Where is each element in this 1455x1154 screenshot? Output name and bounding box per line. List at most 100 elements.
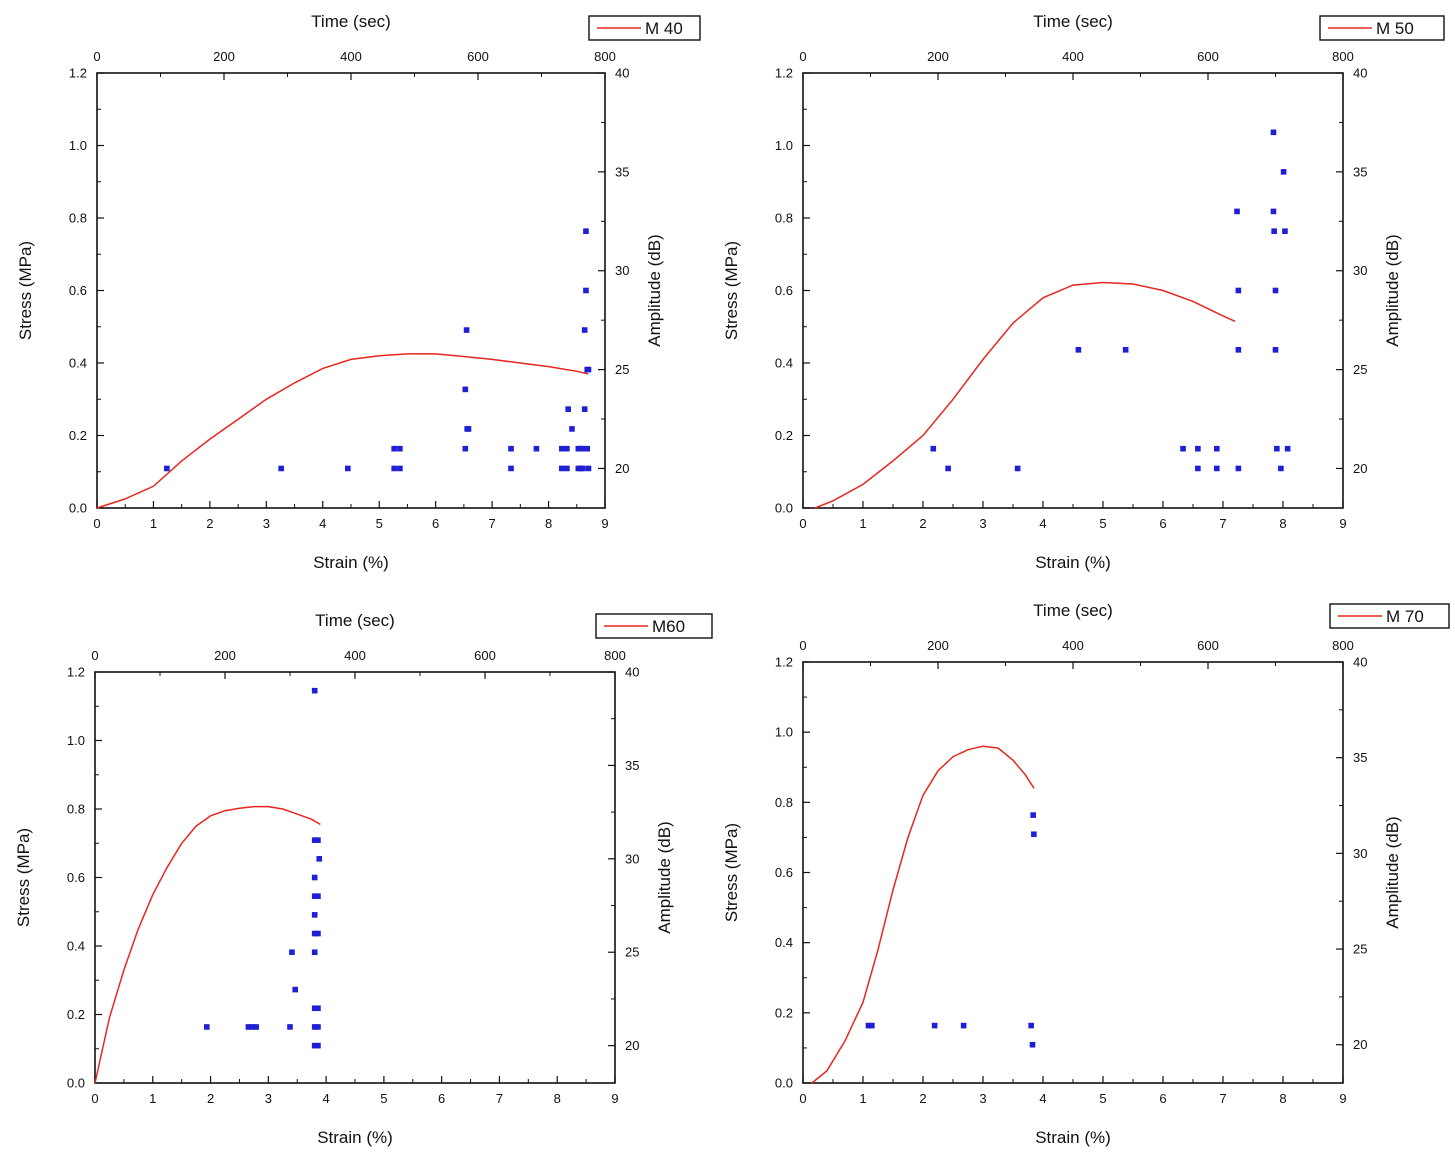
amplitude-point bbox=[1272, 287, 1279, 294]
amplitude-point bbox=[869, 1022, 875, 1029]
y2-tick-label: 20 bbox=[615, 461, 629, 476]
amplitude-point bbox=[1180, 445, 1186, 452]
y2-tick-label: 30 bbox=[625, 851, 639, 866]
y2-tick-label: 25 bbox=[1353, 362, 1367, 377]
chart-panel-3: 0 1 2 3 4 5 6 7 8 9 0.0 0.2 0.4 0.6 0.8 1.0 1.2 0 200 400 60… bbox=[14, 611, 713, 1147]
amplitude-point bbox=[287, 1024, 293, 1030]
amplitude-point bbox=[315, 930, 321, 937]
x2-tick-label: 800 bbox=[1332, 638, 1354, 653]
y-tick-label: 0.4 bbox=[69, 356, 87, 371]
plot-frame bbox=[802, 661, 1344, 1084]
y-tick-label: 0.2 bbox=[69, 428, 87, 443]
amplitude-point bbox=[1029, 1041, 1036, 1048]
amplitude-point bbox=[462, 445, 469, 452]
y-tick-label: 1.0 bbox=[775, 138, 793, 153]
x-tick-label: 8 bbox=[1279, 516, 1286, 531]
y2-axis-title: Amplitude (dB) bbox=[655, 821, 674, 933]
x2-tick-label: 600 bbox=[1197, 49, 1219, 64]
amplitude-point bbox=[311, 1024, 318, 1030]
x-tick-label: 5 bbox=[1099, 516, 1106, 531]
x-tick-label: 8 bbox=[545, 516, 552, 531]
y2-tick-label: 35 bbox=[625, 758, 639, 773]
x2-tick-label: 200 bbox=[213, 49, 235, 64]
x-tick-label: 7 bbox=[1219, 516, 1226, 531]
x2-tick-label: 400 bbox=[344, 648, 366, 663]
x-tick-label: 0 bbox=[93, 516, 100, 531]
amplitude-point bbox=[1282, 228, 1288, 234]
amplitude-point bbox=[1031, 831, 1037, 838]
amplitude-point bbox=[1213, 445, 1220, 452]
x2-tick-label: 0 bbox=[799, 49, 806, 64]
amplitude-point bbox=[463, 327, 470, 333]
amplitude-point bbox=[292, 986, 298, 993]
y2-tick-label: 25 bbox=[625, 945, 639, 960]
x-axis-title: Strain (%) bbox=[313, 553, 389, 572]
amplitude-point bbox=[865, 1022, 872, 1029]
x-tick-label: 5 bbox=[380, 1091, 387, 1106]
amplitude-point bbox=[960, 1022, 967, 1029]
x2-tick-label: 400 bbox=[340, 49, 362, 64]
y-tick-label: 0.2 bbox=[775, 1005, 793, 1020]
x-tick-label: 6 bbox=[438, 1091, 445, 1106]
stress-series-line bbox=[94, 805, 321, 1084]
y2-tick-label: 40 bbox=[625, 665, 639, 680]
x-tick-label: 4 bbox=[1039, 516, 1046, 531]
amplitude-point bbox=[508, 445, 514, 452]
stress-series-line bbox=[96, 353, 589, 509]
y-tick-label: 1.2 bbox=[775, 66, 793, 81]
y-tick-label: 0.8 bbox=[775, 211, 793, 226]
x-tick-label: 8 bbox=[554, 1091, 561, 1106]
y-tick-label: 0.4 bbox=[775, 935, 793, 950]
y2-tick-label: 20 bbox=[1353, 461, 1367, 476]
x-tick-label: 7 bbox=[488, 516, 495, 531]
amplitude-point bbox=[585, 366, 592, 373]
stress-series-line bbox=[814, 281, 1236, 509]
amplitude-point bbox=[391, 465, 397, 472]
y2-tick-label: 40 bbox=[1353, 655, 1367, 670]
y-tick-label: 0.6 bbox=[67, 870, 85, 885]
x2-axis-title: Time (sec) bbox=[311, 12, 391, 31]
legend-label: M 40 bbox=[645, 19, 683, 38]
y-tick-label: 1.2 bbox=[69, 66, 87, 81]
amplitude-point bbox=[315, 1024, 321, 1030]
x-tick-label: 9 bbox=[1339, 516, 1346, 531]
amplitude-point bbox=[315, 837, 321, 843]
y-tick-label: 0.4 bbox=[775, 356, 793, 371]
amplitude-point bbox=[315, 893, 321, 899]
amplitude-point bbox=[1270, 208, 1277, 215]
x2-axis-title: Time (sec) bbox=[1033, 12, 1113, 31]
amplitude-point bbox=[289, 949, 295, 956]
y-axis-title: Stress (MPa) bbox=[14, 828, 33, 927]
amplitude-point bbox=[1195, 445, 1201, 452]
x2-tick-label: 0 bbox=[93, 49, 100, 64]
amplitude-point bbox=[581, 406, 588, 412]
amplitude-point bbox=[1234, 208, 1240, 215]
stress-series-line bbox=[811, 745, 1035, 1084]
amplitude-point bbox=[391, 445, 397, 452]
y-tick-label: 1.2 bbox=[775, 655, 793, 670]
amplitude-point bbox=[204, 1024, 210, 1030]
x2-tick-label: 800 bbox=[604, 648, 626, 663]
x-tick-label: 9 bbox=[601, 516, 608, 531]
x-tick-label: 0 bbox=[799, 516, 806, 531]
amplitude-point bbox=[1235, 465, 1242, 472]
y2-axis-title: Amplitude (dB) bbox=[1383, 816, 1402, 928]
y2-tick-label: 25 bbox=[1353, 942, 1367, 957]
x-tick-label: 9 bbox=[1339, 1091, 1346, 1106]
x2-tick-label: 400 bbox=[1062, 638, 1084, 653]
x-tick-label: 7 bbox=[1219, 1091, 1226, 1106]
amplitude-point bbox=[508, 465, 514, 472]
y2-axis-title: Amplitude (dB) bbox=[1383, 234, 1402, 346]
y-axis-title: Stress (MPa) bbox=[722, 823, 741, 922]
y-tick-label: 0.0 bbox=[69, 501, 87, 516]
y-tick-label: 0.0 bbox=[67, 1076, 85, 1091]
x2-tick-label: 200 bbox=[214, 648, 236, 663]
y2-tick-label: 30 bbox=[615, 263, 629, 278]
legend-label: M60 bbox=[652, 617, 685, 636]
y-tick-label: 1.2 bbox=[67, 665, 85, 680]
y2-tick-label: 35 bbox=[1353, 750, 1367, 765]
y2-tick-label: 35 bbox=[1353, 164, 1367, 179]
y-tick-label: 0.6 bbox=[69, 283, 87, 298]
chart-panel-1: 0 1 2 3 4 5 6 7 8 9 0.0 0.2 0.4 0.6 0.8 1.0 1.2 0 200 400 60… bbox=[16, 12, 701, 572]
x2-tick-label: 800 bbox=[1332, 49, 1354, 64]
